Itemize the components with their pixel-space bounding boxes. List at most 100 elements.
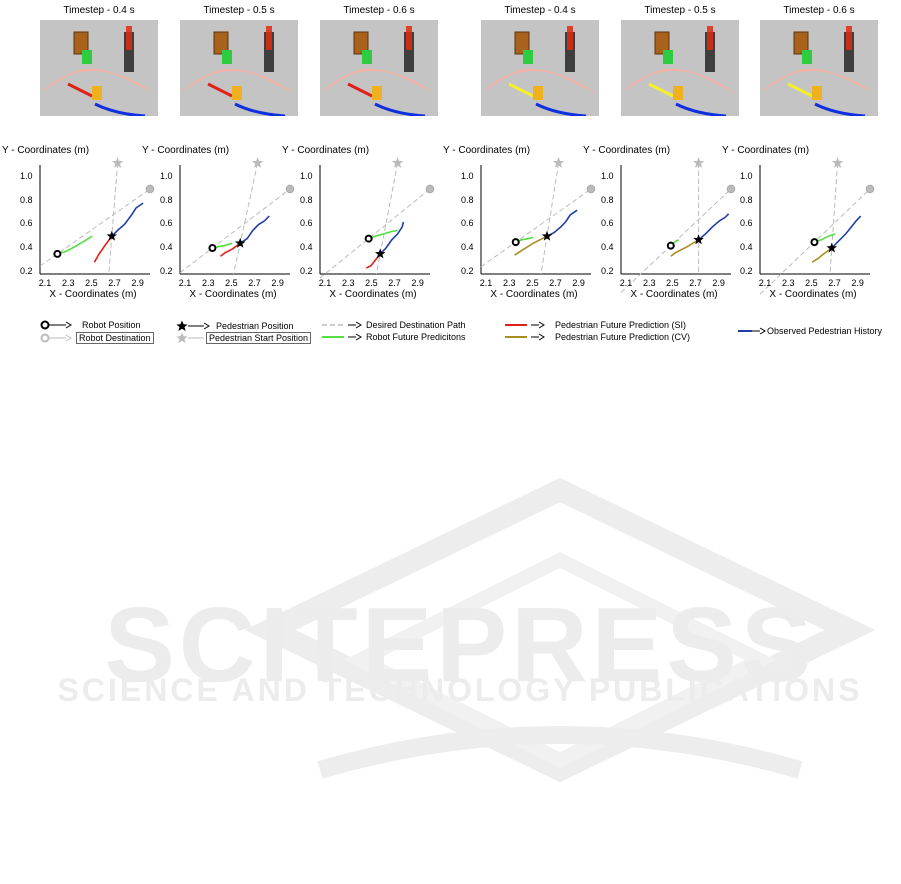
legend-observed-history: Observed Pedestrian History bbox=[738, 326, 882, 336]
panel-6-sensor-ring-4 bbox=[778, 69, 861, 87]
panel-5-series-observed-pedestrian-history bbox=[698, 213, 730, 241]
legend-ped-future-cv-label: Pedestrian Future Prediction (CV) bbox=[555, 332, 691, 342]
panel-6-pedestrian-desired-path bbox=[829, 162, 839, 275]
panel-2-robot-desired-path bbox=[179, 188, 291, 274]
panel-5-simulation-view bbox=[621, 20, 739, 116]
panel-3-sensor-ring-4 bbox=[338, 69, 421, 87]
panel-5-pedestrian-start-marker bbox=[692, 157, 705, 168]
panel-3-pedestrian-desired-path bbox=[375, 162, 399, 275]
panel-2-xlabel: X - Coordinates (m) bbox=[189, 289, 277, 300]
panel-4-xtick-5: 2.9 bbox=[572, 278, 585, 288]
panel-4-title: Timestep - 0.4 s bbox=[504, 5, 576, 16]
panel-6-robot-body bbox=[793, 31, 809, 55]
panel-2-robot-body bbox=[213, 31, 229, 55]
panel-2-ylabel: Y - Coordinates (m) bbox=[142, 145, 230, 156]
panel-4-robot-desired-path bbox=[480, 188, 592, 268]
panel-4-ytick-3: 0.6 bbox=[461, 218, 474, 229]
panel-2-scene-history bbox=[234, 102, 286, 116]
panel-6-pedestrian-start-marker bbox=[831, 157, 844, 168]
panel-3-scene-history bbox=[374, 102, 426, 116]
panel-4-ylabel: Y - Coordinates (m) bbox=[443, 145, 531, 156]
panel-1-robot-desired-path bbox=[39, 188, 151, 267]
legend-ped-future-si: Pedestrian Future Prediction (SI) bbox=[505, 320, 686, 330]
panel-4-ytick-4: 0.8 bbox=[461, 194, 474, 205]
panel-5-xlabel: X - Coordinates (m) bbox=[630, 289, 718, 300]
panel-2-pedestrian-position-marker bbox=[234, 237, 246, 248]
panel-1-robot-body bbox=[73, 31, 89, 55]
panel-2-xtick-1: 2.1 bbox=[178, 278, 192, 288]
panel-2-obstacle-points bbox=[264, 32, 274, 72]
panel-5-ytick-5: 1.0 bbox=[601, 171, 614, 182]
panel-3-ytick-5: 1.0 bbox=[300, 171, 313, 182]
panel-4-sensor-ring-4 bbox=[499, 69, 582, 87]
panel-5-xtick-5: 2.9 bbox=[712, 278, 725, 288]
panel-2-xtick-2: 2.3 bbox=[201, 278, 215, 288]
panel-3-xtick-5: 2.9 bbox=[411, 278, 424, 288]
panel-4-simulation-scene bbox=[484, 26, 594, 116]
panel-5-robot-position-marker bbox=[666, 241, 675, 250]
legend-pedestrian-start: Pedestrian Start Position bbox=[176, 332, 312, 344]
panel-3-pedestrian-points bbox=[406, 26, 412, 50]
legend-pedestrian-start-icon bbox=[176, 332, 204, 343]
panel-1-pedestrian-desired-path bbox=[108, 162, 119, 275]
legend-robot-destination: Robot Destination bbox=[40, 332, 154, 344]
panel-4-series-pedestrian-future-prediction-cv bbox=[514, 235, 548, 256]
panel-5-scene-pedestrian bbox=[673, 86, 683, 100]
legend-desired-path: Desired Destination Path bbox=[322, 320, 466, 330]
panel-6-ytick-5: 1.0 bbox=[740, 171, 753, 182]
panel-5-xtick-1: 2.1 bbox=[619, 278, 633, 288]
panel-5-scene-prediction bbox=[648, 82, 674, 98]
panel-3-series-observed-pedestrian-history bbox=[379, 221, 405, 255]
legend-robot-future-icon bbox=[322, 333, 362, 341]
legend-pedestrian-position-label: Pedestrian Position bbox=[216, 321, 294, 331]
panel-6-xtick-4: 2.7 bbox=[828, 278, 841, 288]
panel-6-robot-footprint bbox=[802, 50, 812, 64]
panel-1-ytick-2: 0.4 bbox=[20, 242, 33, 253]
panel-2-xtick-4: 2.7 bbox=[248, 278, 261, 288]
panel-3-ylabel: Y - Coordinates (m) bbox=[282, 145, 370, 156]
watermark-subtitle: SCIENCE AND TECHNOLOGY PUBLICATIONS bbox=[57, 672, 863, 708]
panel-5-ytick-3: 0.6 bbox=[601, 218, 614, 229]
panel-2-robot-destination-marker bbox=[285, 184, 295, 194]
panel-1-xtick-4: 2.7 bbox=[108, 278, 121, 288]
legend-robot-position-label: Robot Position bbox=[82, 320, 141, 330]
legend-robot-future-label: Robot Future Predicitons bbox=[366, 332, 466, 342]
legend-ped-future-si-icon bbox=[505, 321, 545, 329]
panel-2-ytick-4: 0.8 bbox=[160, 194, 173, 205]
panel-6-ytick-1: 0.2 bbox=[740, 265, 753, 276]
panel-5-ytick-4: 0.8 bbox=[601, 194, 614, 205]
panel-5-plot bbox=[620, 157, 736, 293]
panel-4-robot-body bbox=[514, 31, 530, 55]
panel-5-xtick-3: 2.5 bbox=[666, 278, 679, 288]
panel-1-series-robot-future-predicitons bbox=[57, 235, 93, 255]
panel-2-series-pedestrian-future-prediction-si bbox=[220, 242, 241, 257]
panel-6-title: Timestep - 0.6 s bbox=[783, 5, 855, 16]
panel-3-series-robot-future-predicitons bbox=[368, 229, 398, 240]
panel-4-xtick-3: 2.5 bbox=[526, 278, 539, 288]
panel-2-plot bbox=[179, 157, 295, 275]
panel-1-robot-destination-marker bbox=[145, 184, 155, 194]
panel-6-xtick-3: 2.5 bbox=[805, 278, 818, 288]
panel-3-pedestrian-position-marker bbox=[374, 248, 386, 259]
panel-4-series-observed-pedestrian-history bbox=[546, 209, 578, 237]
panel-2-ytick-1: 0.2 bbox=[160, 265, 173, 276]
legend-ped-future-cv: Pedestrian Future Prediction (CV) bbox=[505, 332, 690, 342]
panel-1-ytick-5: 1.0 bbox=[20, 171, 33, 182]
panel-2-scene-pedestrian bbox=[232, 86, 242, 100]
panel-4-ytick-2: 0.4 bbox=[461, 242, 474, 253]
panel-6-sensor-ring-5 bbox=[783, 68, 857, 85]
panel-6-robot-destination-marker bbox=[865, 184, 875, 194]
panel-2-pedestrian-start-marker bbox=[251, 157, 264, 168]
panel-3-scene-pedestrian bbox=[372, 86, 382, 100]
panel-1-xtick-1: 2.1 bbox=[38, 278, 52, 288]
panel-5-sensor-ring-4 bbox=[639, 69, 722, 87]
panel-3-robot-footprint bbox=[362, 50, 372, 64]
panel-2-pedestrian-desired-path bbox=[233, 162, 259, 275]
panel-3-xtick-1: 2.1 bbox=[318, 278, 332, 288]
panel-6-ytick-4: 0.8 bbox=[740, 194, 753, 205]
panel-3-ytick-1: 0.2 bbox=[300, 265, 313, 276]
panel-3-ytick-4: 0.8 bbox=[300, 194, 313, 205]
panel-3-robot-body bbox=[353, 31, 369, 55]
panel-5-pedestrian-position-marker bbox=[693, 234, 704, 245]
panel-5-series-pedestrian-future-prediction-cv bbox=[670, 239, 700, 257]
